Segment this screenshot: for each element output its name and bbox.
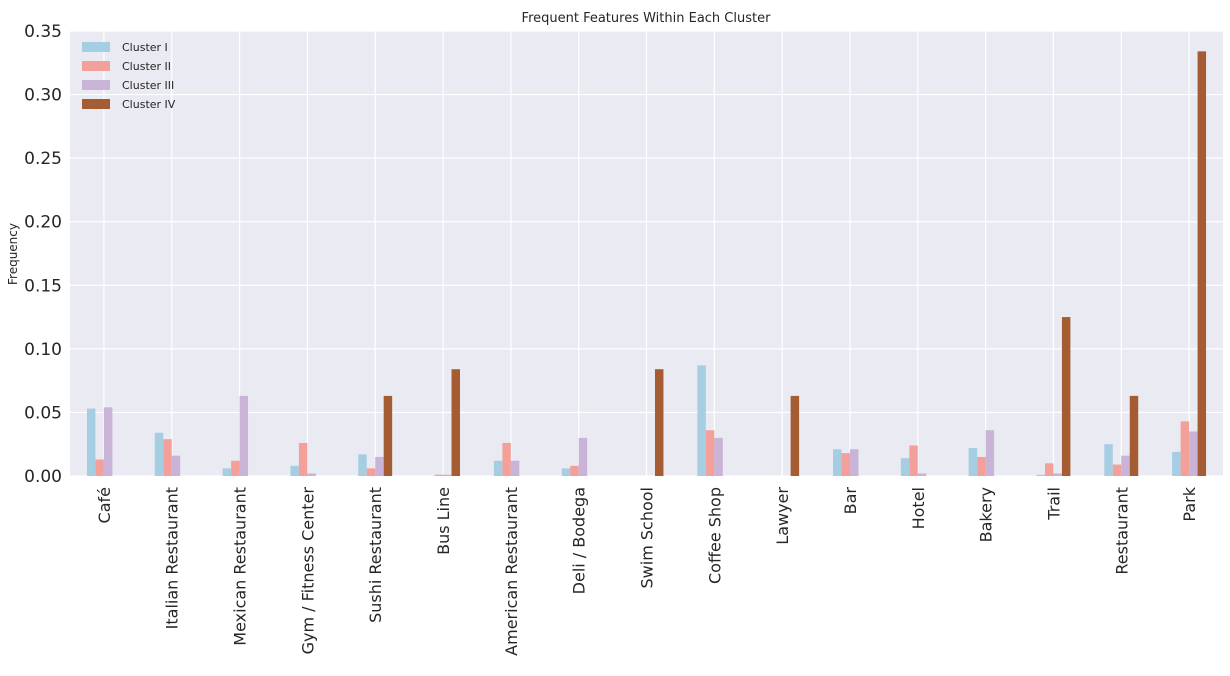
bar-cluster-ii-0 [95, 459, 104, 476]
x-tick-label: Bus Line [434, 487, 453, 555]
bar-cluster-ii-6 [502, 442, 511, 476]
bar-cluster-i-6 [493, 460, 503, 476]
y-tick-label: 0.05 [24, 403, 62, 423]
bars [86, 51, 1207, 476]
bar-cluster-ii-15 [1112, 464, 1122, 476]
x-tick-label: Park [1180, 486, 1199, 521]
bar-cluster-iii-14 [1053, 473, 1062, 476]
bar-cluster-iii-2 [239, 395, 249, 476]
bar-cluster-iii-0 [103, 407, 113, 476]
bar-cluster-i-4 [358, 454, 367, 476]
x-tick-label: Sushi Restaurant [366, 487, 385, 623]
y-tick-label: 0.35 [24, 22, 62, 42]
bar-cluster-iv-8 [654, 369, 664, 476]
bar-cluster-iv-5 [451, 369, 460, 476]
bar-cluster-ii-16 [1180, 421, 1190, 476]
bar-cluster-iii-3 [307, 473, 316, 476]
y-tick-label: 0.30 [24, 86, 62, 106]
legend-label: Cluster IV [122, 98, 176, 111]
x-tick-label: Bakery [977, 487, 996, 542]
bar-cluster-i-2 [222, 468, 232, 476]
chart-title: Frequent Features Within Each Cluster [522, 11, 772, 26]
bar-cluster-iv-14 [1061, 317, 1071, 476]
legend-swatch [82, 80, 110, 90]
bar-cluster-ii-4 [366, 468, 376, 476]
bar-cluster-ii-2 [231, 460, 240, 476]
bar-cluster-iii-1 [171, 455, 181, 476]
legend-swatch [82, 42, 110, 52]
bar-cluster-i-3 [290, 465, 299, 476]
legend-swatch [82, 99, 110, 109]
x-tick-label: Coffee Shop [705, 487, 724, 584]
bar-cluster-ii-11 [841, 453, 850, 476]
bar-cluster-iii-9 [714, 437, 723, 476]
bar-cluster-ii-9 [705, 430, 715, 476]
x-axis-ticks: Café Italian Restaurant Mexican Restaurant… [95, 486, 1199, 656]
legend-swatch [82, 61, 110, 71]
bar-cluster-i-7 [561, 468, 571, 476]
bar-cluster-iii-6 [510, 460, 520, 476]
y-axis-label: Frequency [6, 223, 20, 285]
x-tick-label: Bar [841, 487, 860, 515]
x-tick-label: Italian Restaurant [163, 487, 182, 629]
legend: Cluster I Cluster II Cluster III Cluster IV [82, 41, 176, 111]
x-tick-label: Swim School [638, 487, 657, 588]
bar-cluster-ii-12 [909, 445, 918, 476]
bar-cluster-iv-10 [790, 395, 800, 476]
x-tick-label: Deli / Bodega [570, 487, 589, 594]
bar-cluster-iii-7 [578, 437, 588, 476]
legend-label: Cluster II [122, 60, 171, 73]
bar-cluster-i-0 [86, 408, 96, 476]
bar-cluster-i-9 [697, 365, 706, 476]
y-tick-label: 0.15 [24, 276, 62, 296]
x-tick-label: Hotel [909, 487, 928, 529]
bar-cluster-iii-12 [917, 473, 927, 476]
bar-cluster-i-1 [154, 432, 164, 476]
y-tick-label: 0.20 [24, 213, 62, 233]
x-tick-label: American Restaurant [502, 487, 521, 656]
x-tick-label: Gym / Fitness Center [298, 487, 317, 655]
x-tick-label: Lawyer [773, 487, 792, 545]
bar-cluster-ii-5 [434, 474, 444, 476]
bar-cluster-ii-14 [1044, 463, 1054, 476]
legend-label: Cluster III [122, 79, 174, 92]
bar-cluster-iv-4 [383, 395, 393, 476]
legend-label: Cluster I [122, 41, 168, 54]
bar-cluster-i-13 [968, 448, 978, 476]
bar-cluster-iii-5 [443, 474, 452, 476]
x-tick-label: Mexican Restaurant [231, 487, 250, 646]
bar-cluster-iii-13 [985, 430, 995, 476]
bar-cluster-i-15 [1104, 444, 1113, 476]
bar-cluster-ii-3 [298, 442, 308, 476]
bar-cluster-i-14 [1036, 474, 1045, 476]
x-tick-label: Trail [1044, 487, 1063, 521]
bar-cluster-ii-7 [570, 465, 579, 476]
y-tick-label: 0.25 [24, 149, 62, 169]
bar-cluster-i-12 [900, 458, 910, 476]
bar-cluster-iii-16 [1189, 431, 1198, 476]
x-tick-label: Restaurant [1112, 487, 1131, 575]
x-tick-label: Café [95, 487, 114, 523]
bar-cluster-ii-13 [977, 456, 986, 476]
y-tick-label: 0.10 [24, 340, 62, 360]
bar-cluster-iii-4 [375, 456, 384, 476]
bar-cluster-iv-16 [1197, 51, 1207, 476]
bar-cluster-i-16 [1172, 451, 1181, 476]
bar-cluster-iii-15 [1121, 455, 1130, 476]
y-axis-ticks: 0.00 0.05 0.10 0.15 0.20 0.25 0.30 0.35 [24, 22, 62, 487]
bar-cluster-i-11 [833, 449, 842, 476]
bar-cluster-iii-11 [849, 449, 859, 476]
y-tick-label: 0.00 [24, 467, 62, 487]
bar-cluster-iv-15 [1129, 395, 1139, 476]
bar-cluster-ii-1 [163, 439, 172, 476]
